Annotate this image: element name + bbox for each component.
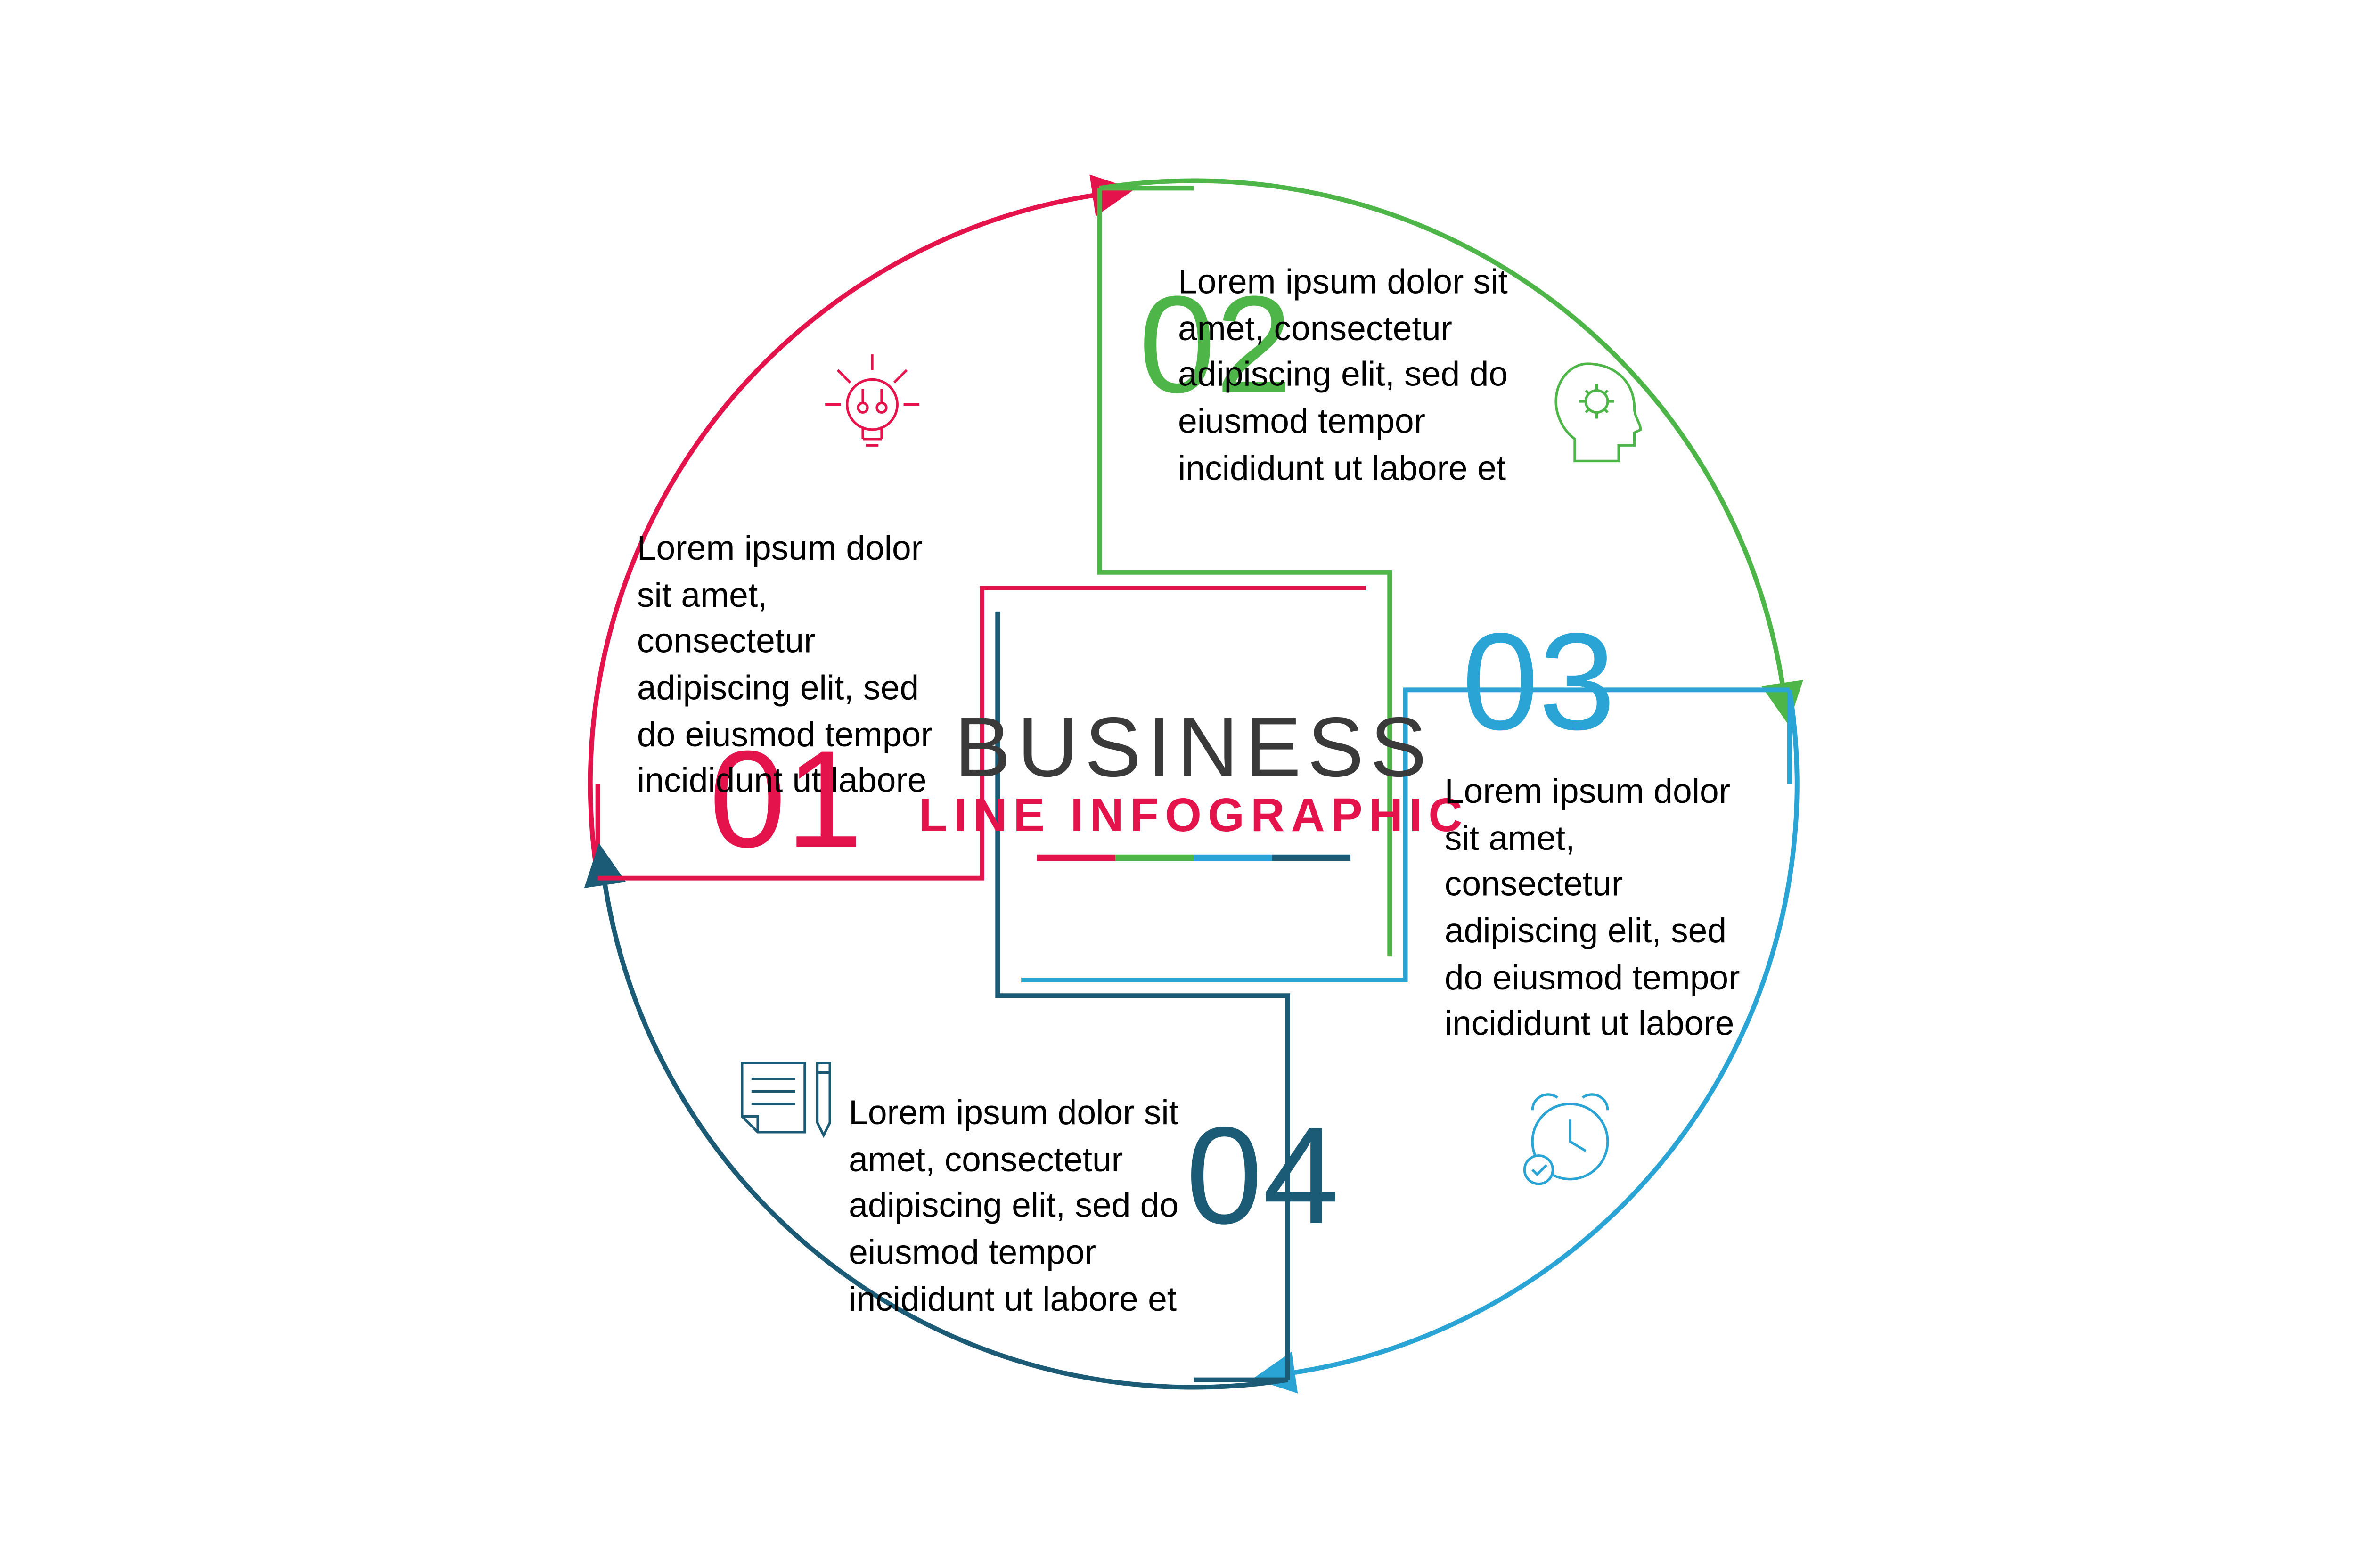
head-gear-icon <box>1556 364 1641 461</box>
step-2-text: Lorem ipsum dolor sit amet, consectetur … <box>1178 259 1538 494</box>
step-1-text: Lorem ipsum dolor sit amet, consectetur … <box>637 525 951 792</box>
step-3-number: 03 <box>1462 605 1616 759</box>
center-title: BUSINESS LINE INFOGRAPHIC <box>919 700 1469 861</box>
clock-check-icon <box>1524 1156 1553 1184</box>
center-title-line1: BUSINESS <box>955 700 1433 794</box>
center-underline <box>1037 855 1350 861</box>
step-3-text: Lorem ipsum dolor sit amet, consectetur … <box>1445 768 1759 1051</box>
center-title-line2: LINE INFOGRAPHIC <box>919 789 1469 841</box>
step-4: 04 Lorem ipsum dolor sit amet, consectet… <box>742 1063 1340 1325</box>
notepad-icon <box>742 1063 830 1135</box>
lightbulb-icon <box>825 354 919 445</box>
step-1: 01 Lorem ipsum dolor sit amet, consectet… <box>637 354 951 876</box>
step-2: 02 Lorem ipsum dolor sit amet, consectet… <box>1139 259 1641 494</box>
infographic-stage: BUSINESS LINE INFOGRAPHIC 01 Lorem ipsum… <box>0 0 2356 1568</box>
infographic-svg: BUSINESS LINE INFOGRAPHIC 01 Lorem ipsum… <box>0 0 2356 1568</box>
step-4-text: Lorem ipsum dolor sit amet, consectetur … <box>849 1090 1209 1325</box>
